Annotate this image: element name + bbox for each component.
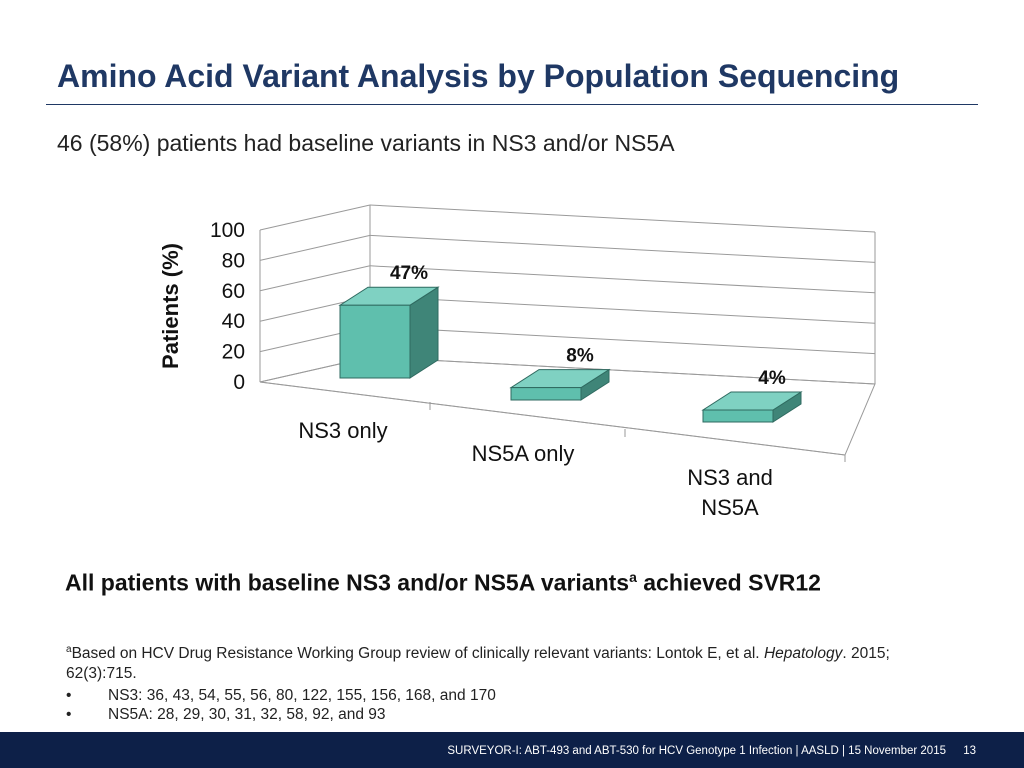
y-axis-label: Patients (%) bbox=[158, 243, 183, 369]
list-item-text: NS5A: 28, 29, 30, 31, 32, 58, 92, and 93 bbox=[108, 706, 386, 723]
data-label: 4% bbox=[758, 368, 786, 389]
variant-list: • NS3: 36, 43, 54, 55, 56, 80, 122, 155, … bbox=[66, 686, 496, 724]
side-gridline bbox=[259, 234, 371, 261]
bar-chart: 0 20 40 60 80 100 Patients (%) 47% 8% 4% NS3 only N… bbox=[158, 204, 876, 520]
title-divider bbox=[46, 104, 978, 105]
bar bbox=[702, 409, 774, 423]
side-gridline bbox=[259, 265, 371, 292]
floor-front-edge bbox=[259, 381, 846, 456]
y-tick-label: 100 bbox=[210, 219, 245, 242]
conclusion-superscript: a bbox=[629, 569, 637, 585]
bar bbox=[510, 387, 582, 401]
x-category-label: NS5A only bbox=[472, 441, 575, 466]
x-category-label: NS3 only bbox=[298, 418, 387, 443]
back-gridline bbox=[369, 295, 876, 324]
y-tick-label: 0 bbox=[233, 371, 245, 394]
footer-bar: SURVEYOR-I: ABT-493 and ABT-530 for HCV … bbox=[0, 732, 1024, 768]
footnote-journal: Hepatology bbox=[763, 645, 843, 663]
data-label: 47% bbox=[390, 263, 428, 284]
page-number: 13 bbox=[963, 745, 976, 757]
list-item: • NS3: 36, 43, 54, 55, 56, 80, 122, 155, … bbox=[66, 686, 496, 705]
y-tick-label: 60 bbox=[222, 280, 245, 303]
back-gridline bbox=[369, 234, 876, 263]
y-tick-label: 80 bbox=[222, 249, 245, 272]
slide-title: Amino Acid Variant Analysis by Populatio… bbox=[57, 58, 900, 94]
list-item: • NS5A: 28, 29, 30, 31, 32, 58, 92, and 9… bbox=[66, 705, 496, 724]
footnote-rest: . 2015; 62(3):715. bbox=[66, 645, 890, 683]
conclusion-text: All patients with baseline NS3 and/or NS… bbox=[65, 569, 821, 597]
side-gridline bbox=[259, 204, 371, 231]
bullet-marker: • bbox=[66, 687, 72, 704]
footnote-text: Based on HCV Drug Resistance Working Gro… bbox=[71, 645, 764, 663]
x-category-label: NS3 and bbox=[687, 465, 773, 490]
back-gridline bbox=[369, 265, 876, 294]
back-gridline bbox=[369, 204, 876, 233]
footnote: aBased on HCV Drug Resistance Working Gr… bbox=[66, 640, 946, 684]
conclusion-end: achieved SVR12 bbox=[636, 569, 821, 596]
data-label: 8% bbox=[566, 346, 594, 367]
footnote-superscript: a bbox=[66, 644, 72, 655]
back-gridline bbox=[369, 326, 876, 355]
conclusion-main: All patients with baseline NS3 and/or NS… bbox=[65, 569, 630, 596]
footer-text: SURVEYOR-I: ABT-493 and ABT-530 for HCV … bbox=[447, 745, 946, 757]
list-item-text: NS3: 36, 43, 54, 55, 56, 80, 122, 155, 1… bbox=[108, 687, 496, 704]
y-tick-label: 40 bbox=[222, 310, 245, 333]
slide-subtitle: 46 (58%) patients had baseline variants … bbox=[57, 130, 675, 156]
bar bbox=[339, 304, 411, 379]
y-tick-label: 20 bbox=[222, 341, 245, 364]
bullet-marker: • bbox=[66, 706, 72, 723]
x-category-label: NS5A bbox=[701, 495, 759, 520]
